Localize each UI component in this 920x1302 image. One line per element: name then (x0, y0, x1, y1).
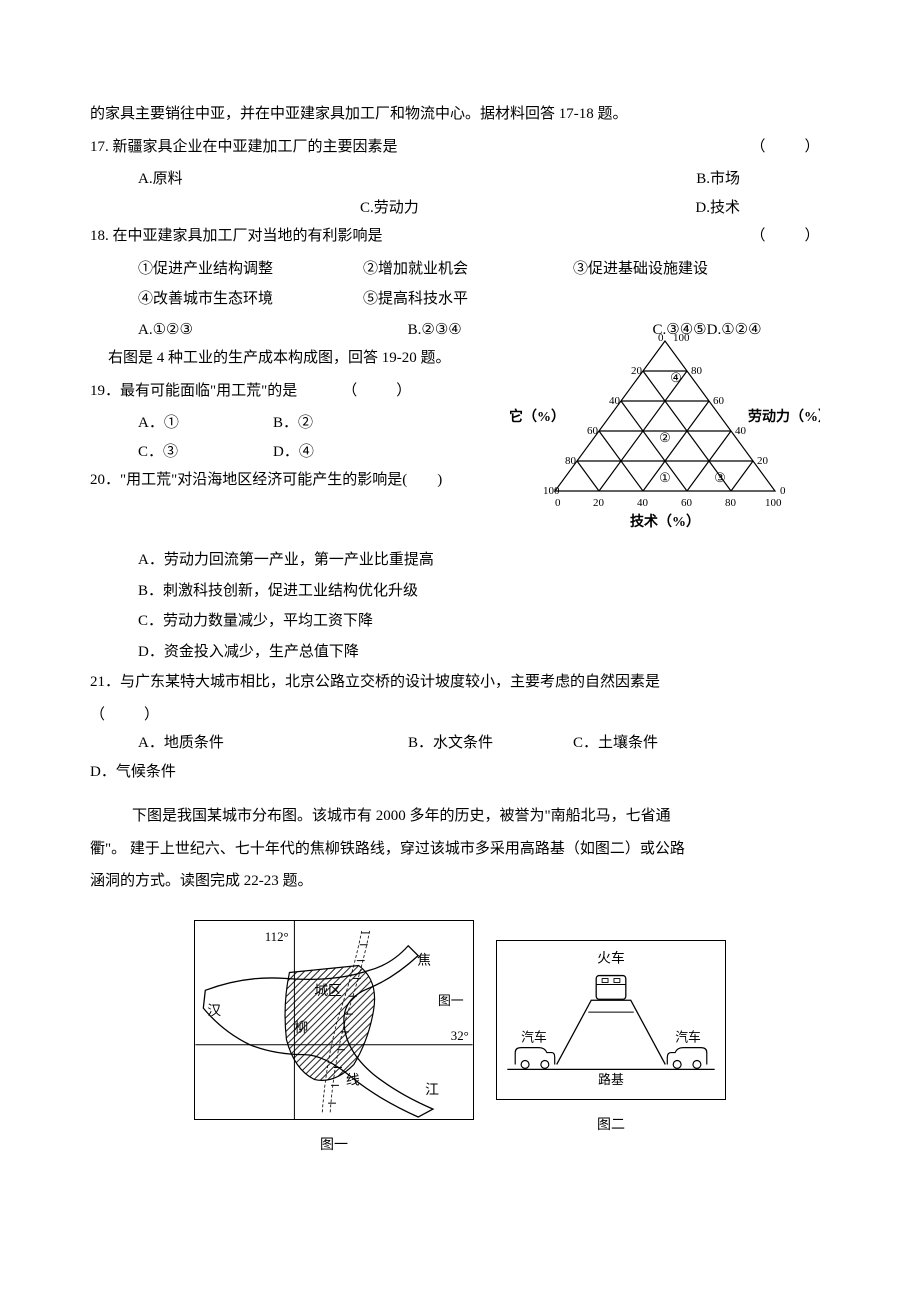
q20-opt-a[interactable]: A．劳动力回流第一产业，第一产业比重提高 (138, 546, 830, 575)
svg-text:汽车: 汽车 (521, 1030, 547, 1044)
svg-text:60: 60 (587, 425, 599, 437)
svg-text:江: 江 (425, 1082, 439, 1097)
svg-text:劳动力（%）: 劳动力（%） (748, 408, 820, 425)
q18-item4: ④改善城市生态环境 (138, 285, 333, 314)
q17-paren: （ ） (740, 133, 830, 162)
q18-item5: ⑤提高科技水平 (363, 285, 468, 314)
q18-item3: ③促进基础设施建设 (573, 255, 708, 284)
q18-opt-c[interactable]: C.③④⑤ (653, 322, 707, 338)
svg-text:④: ④ (670, 370, 682, 385)
q20-opt-d[interactable]: D．资金投入减少，生产总值下降 (138, 638, 830, 667)
figure-row: 112° 32° 汉 城区 焦 (90, 920, 830, 1160)
q19-opt-c[interactable]: C．③ (138, 438, 273, 467)
q17: 17. 新疆家具企业在中亚建加工厂的主要因素是 （ ） (90, 133, 830, 162)
svg-text:其它（%）: 其它（%） (510, 408, 565, 425)
triangle-chart: ① ② ③ ④ 020406080100 100806040200 100806… (510, 316, 830, 547)
svg-text:40: 40 (637, 497, 649, 509)
q18-text: 18. 在中亚建家具加工厂对当地的有利影响是 (90, 222, 740, 251)
svg-text:②: ② (659, 430, 671, 445)
svg-text:20: 20 (631, 365, 643, 377)
svg-text:112°: 112° (265, 929, 289, 943)
svg-text:汉: 汉 (207, 1003, 221, 1018)
svg-text:线: 线 (346, 1072, 360, 1087)
q17-opt-d[interactable]: D.技术 (695, 194, 740, 223)
svg-text:技术（%）: 技术（%） (630, 513, 700, 530)
svg-text:100: 100 (765, 497, 782, 509)
q17-opt-b[interactable]: B.市场 (696, 165, 740, 194)
lead-22-23-b: 衢"。 建于上世纪六、七十年代的焦柳铁路线，穿过该城市多采用高路基（如图二）或公… (90, 835, 830, 864)
q21-opt-c[interactable]: C．土壤条件 (573, 729, 658, 758)
fig2-caption: 图二 (496, 1113, 726, 1140)
q18-opt-b[interactable]: B.②③④ (408, 316, 502, 345)
q21-paren: （ ） (90, 701, 830, 730)
svg-text:80: 80 (565, 455, 577, 467)
svg-text:0: 0 (780, 485, 786, 497)
svg-text:40: 40 (735, 425, 747, 437)
intro-17-18: 的家具主要销往中亚，并在中亚建家具加工厂和物流中心。据材料回答 17-18 题。 (90, 100, 830, 129)
q18-opt-a[interactable]: A.①②③ (138, 316, 232, 345)
q18: 18. 在中亚建家具加工厂对当地的有利影响是 （ ） (90, 222, 830, 251)
q20-opt-b[interactable]: B．刺激科技创新，促进工业结构优化升级 (138, 577, 830, 606)
q19-opt-b[interactable]: B．② (273, 409, 313, 438)
figure-1: 112° 32° 汉 城区 焦 (194, 920, 474, 1160)
svg-text:城区: 城区 (314, 983, 342, 998)
q18-paren: （ ） (740, 222, 830, 251)
svg-text:①: ① (659, 470, 671, 485)
fig1-caption: 图一 (194, 1133, 474, 1160)
q21-opt-a[interactable]: A．地质条件 (138, 729, 408, 758)
q17-text: 17. 新疆家具企业在中亚建加工厂的主要因素是 (90, 133, 740, 162)
svg-text:汽车: 汽车 (675, 1030, 701, 1044)
svg-text:80: 80 (725, 497, 737, 509)
svg-text:20: 20 (757, 455, 769, 467)
q19-opt-a[interactable]: A．① (138, 409, 273, 438)
q21-opt-d[interactable]: D．气候条件 (90, 764, 176, 780)
svg-text:80: 80 (691, 365, 703, 377)
lead-22-23-c: 涵洞的方式。读图完成 22-23 题。 (90, 867, 830, 896)
svg-text:40: 40 (609, 395, 621, 407)
q17-opt-c[interactable]: C.劳动力 (360, 194, 419, 223)
svg-text:0: 0 (555, 497, 561, 509)
q19-paren: （ ） (342, 383, 414, 399)
q17-opt-a[interactable]: A.原料 (138, 165, 183, 194)
svg-text:32°: 32° (451, 1028, 469, 1042)
q18-subitems2: ④改善城市生态环境 ⑤提高科技水平 (90, 285, 830, 314)
q18-opt-d[interactable]: D.①②④ (707, 322, 762, 338)
q21: 21．与广东某特大城市相比，北京公路立交桥的设计坡度较小，主要考虑的自然因素是 (90, 668, 830, 697)
q21-opt-b[interactable]: B．水文条件 (408, 729, 573, 758)
svg-text:火车: 火车 (597, 949, 625, 965)
q18-item2: ②增加就业机会 (363, 255, 543, 284)
q20-opt-c[interactable]: C．劳动力数量减少，平均工资下降 (138, 607, 830, 636)
svg-text:60: 60 (713, 395, 725, 407)
svg-text:焦: 焦 (417, 952, 431, 967)
q18-item1: ①促进产业结构调整 (138, 255, 333, 284)
svg-text:③: ③ (714, 470, 726, 485)
svg-text:柳: 柳 (294, 1018, 308, 1034)
figure-2: 火车 汽车 汽车 路基 图二 (496, 940, 726, 1160)
svg-text:图一: 图一 (438, 994, 464, 1008)
q19-opt-d[interactable]: D．④ (273, 438, 314, 467)
q18-subitems1: ①促进产业结构调整 ②增加就业机会 ③促进基础设施建设 (90, 255, 830, 284)
svg-text:路基: 路基 (598, 1072, 624, 1087)
lead-22-23-a: 下图是我国某城市分布图。该城市有 2000 多年的历史，被誉为"南船北马，七省通 (90, 802, 830, 831)
svg-text:20: 20 (593, 497, 605, 509)
svg-text:100: 100 (543, 485, 560, 497)
svg-text:60: 60 (681, 497, 693, 509)
